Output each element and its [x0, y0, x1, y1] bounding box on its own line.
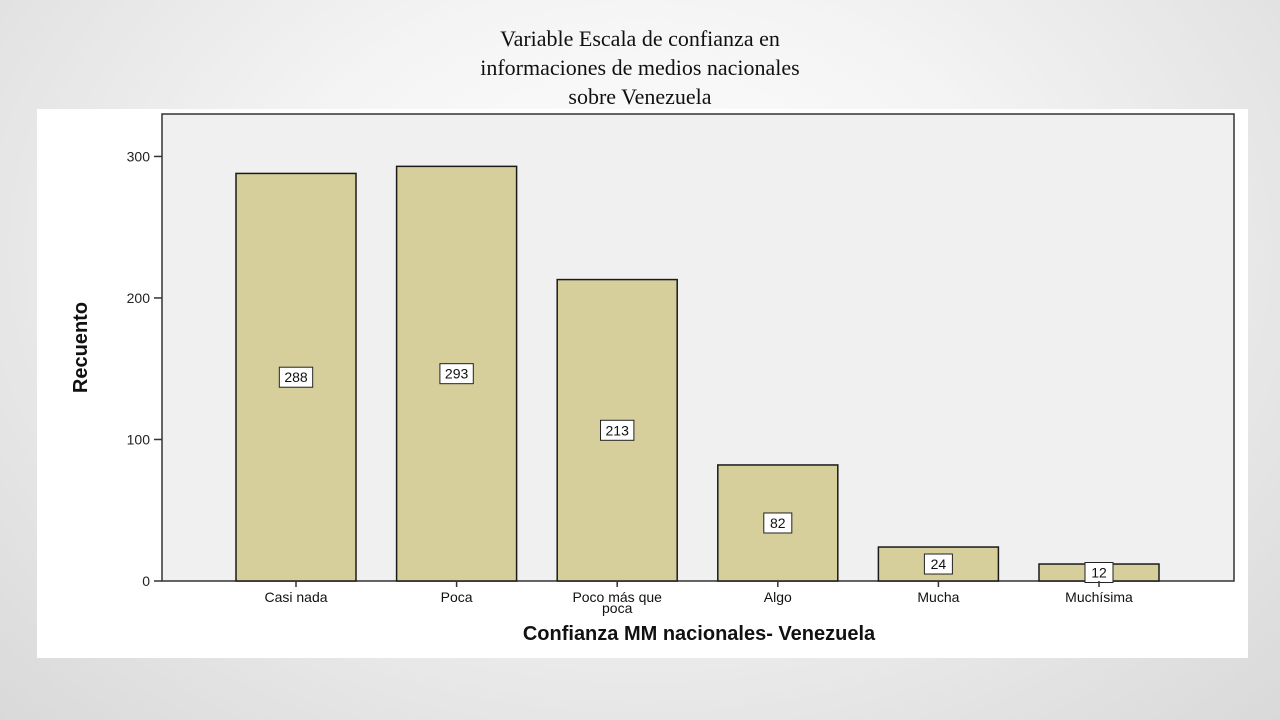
x-tick-label: Muchísima [1065, 589, 1133, 605]
y-tick-label: 200 [127, 290, 151, 306]
title-line-3: sobre Venezuela [568, 84, 712, 109]
x-tick-label: Algo [764, 589, 792, 605]
y-axis-label: Recuento [70, 302, 92, 393]
title-line-1: Variable Escala de confianza en [500, 26, 780, 51]
data-label-text: 293 [445, 366, 469, 382]
data-label-text: 213 [606, 422, 630, 438]
slide-title: Variable Escala de confianza en informac… [340, 24, 940, 111]
data-label-box [600, 419, 635, 441]
y-axis: 0 100 200 300 [127, 148, 162, 589]
x-tick-label: poca [602, 600, 633, 616]
data-label: 293 [439, 363, 474, 385]
y-tick-label: 100 [127, 431, 151, 447]
x-tick-label: Poca [441, 589, 473, 605]
chart-panel: 0 100 200 300 288 293 213 82 24 12 Casi nada Poca… [37, 109, 1248, 658]
data-label-text: 82 [770, 515, 786, 531]
data-label-text: 288 [284, 369, 308, 385]
x-tick-label: Casi nada [264, 589, 327, 605]
x-axis-label: Confianza MM nacionales- Venezuela [523, 623, 876, 645]
x-tick-label: Mucha [917, 589, 959, 605]
data-label-text: 12 [1091, 565, 1107, 581]
bar-chart: 0 100 200 300 288 293 213 82 24 12 Casi nada Poca… [70, 113, 1235, 645]
data-label: 12 [1084, 562, 1114, 584]
data-label-box [923, 553, 953, 575]
data-label: 24 [923, 553, 953, 575]
data-label: 82 [763, 512, 793, 534]
y-tick-label: 0 [142, 573, 150, 589]
data-label-box [763, 512, 793, 534]
data-label-box [439, 363, 474, 385]
data-label: 213 [600, 419, 635, 441]
data-label-box [278, 366, 314, 388]
data-label: 288 [278, 366, 314, 388]
data-label-text: 24 [931, 556, 947, 572]
y-tick-label: 300 [127, 148, 151, 164]
x-tick-label: Poco más que [572, 589, 662, 605]
title-line-2: informaciones de medios nacionales [480, 55, 800, 80]
